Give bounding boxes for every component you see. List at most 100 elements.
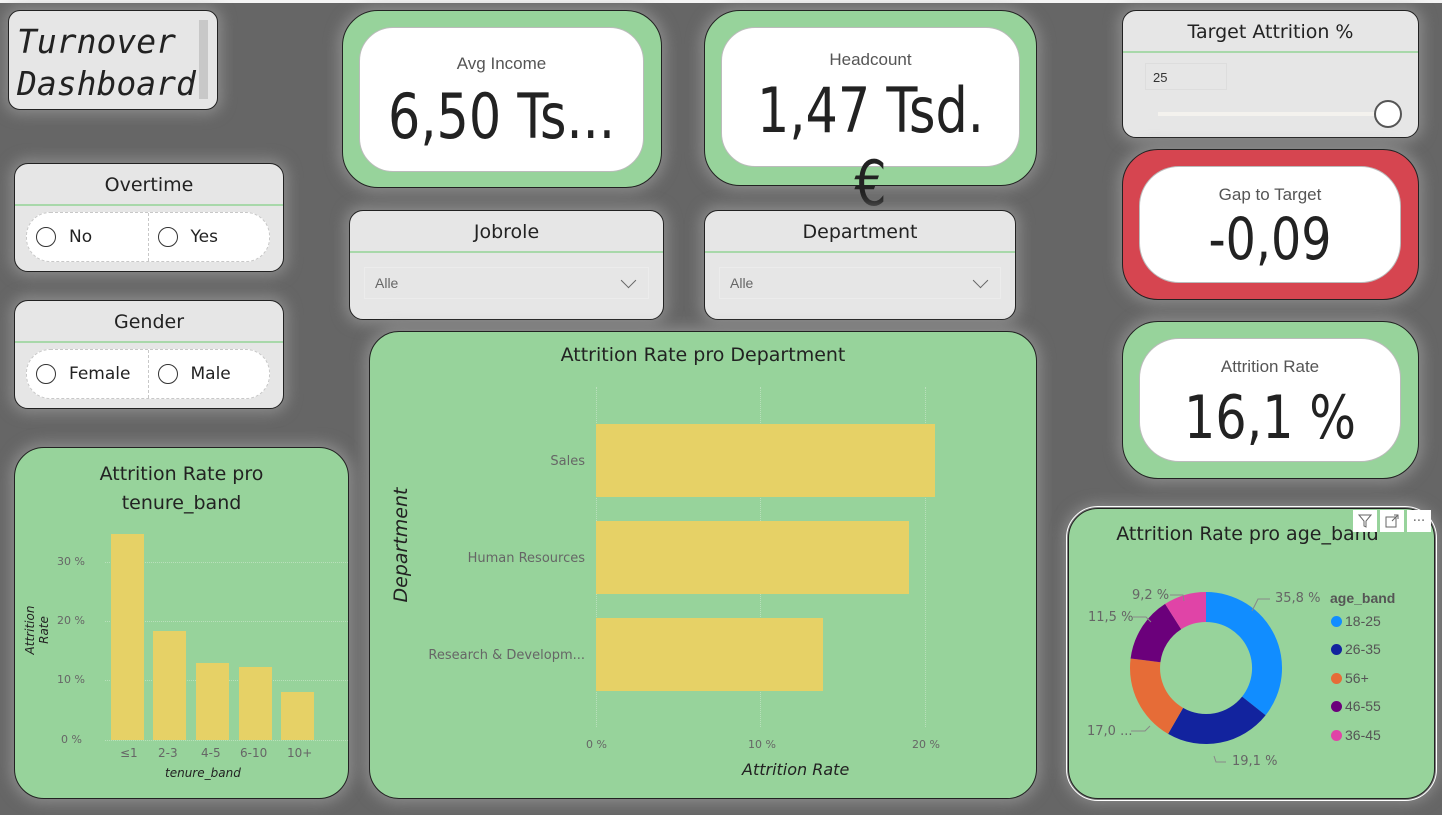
headcount-value: 1,47 Tsd.€ (757, 74, 984, 220)
slice-18-25 (1206, 592, 1283, 716)
y-tick: 10 % (57, 673, 85, 686)
slice-label: 9,2 % (1132, 588, 1170, 603)
donut-leader-lines (1131, 594, 1270, 763)
target-value-input[interactable]: 25 (1145, 63, 1227, 90)
tenure-chart-title: Attrition Rate pro tenure_band (99, 463, 264, 514)
y-tick: Human Resources (467, 551, 585, 566)
department-chart: Attrition Rate pro Department Sales Huma… (369, 331, 1037, 799)
gridline (105, 740, 348, 741)
x-tick: 20 % (912, 738, 940, 751)
jobrole-dropdown[interactable]: Alle (364, 267, 649, 299)
slider-handle[interactable] (1374, 100, 1402, 128)
slider-track[interactable] (1158, 112, 1390, 116)
headcount-card: Headcount 1,47 Tsd.€ (704, 10, 1037, 220)
overtime-title: Overtime (15, 164, 283, 206)
department-dropdown[interactable]: Alle (719, 267, 1001, 299)
visual-header: ··· (1353, 510, 1431, 532)
slice-26-35 (1168, 696, 1266, 745)
avg-income-card: Avg Income 6,50 Ts... (342, 10, 662, 188)
y-tick: 20 % (57, 614, 85, 627)
gender-option-male[interactable]: Male (147, 350, 270, 398)
gender-option-female[interactable]: Female (27, 350, 148, 398)
legend-item-26-35[interactable]: 26-35 (1331, 641, 1381, 657)
gap-to-target-label: Gap to Target (1218, 185, 1322, 204)
legend-dot-icon (1331, 729, 1342, 741)
slice-label: 11,5 % (1088, 610, 1134, 625)
slice-56plus (1130, 658, 1184, 734)
gender-options: Female Male (26, 349, 270, 399)
legend-dot-icon (1331, 615, 1342, 627)
y-axis-title: Department (390, 487, 412, 603)
overtime-options: No Yes (26, 212, 270, 262)
gap-to-target-card: Gap to Target -0,09 (1122, 149, 1419, 300)
chevron-down-icon (972, 272, 989, 288)
focus-mode-icon[interactable] (1380, 510, 1404, 532)
jobrole-selected: Alle (375, 275, 399, 291)
attrition-rate-card: Attrition Rate 16,1 % (1122, 321, 1419, 479)
donut-chart[interactable] (1129, 591, 1283, 745)
bar-dept-rd[interactable] (596, 618, 823, 691)
overtime-option-yes[interactable]: Yes (147, 213, 270, 261)
y-tick: Research & Developm... (428, 648, 585, 663)
target-attrition-title: Target Attrition % (1123, 11, 1418, 53)
x-tick: 4-5 (201, 746, 221, 760)
bar-tenure-10plus[interactable] (281, 692, 314, 740)
department-selected: Alle (730, 275, 754, 291)
radio-icon (157, 364, 178, 384)
radio-icon (36, 364, 56, 384)
bar-tenure-4-5[interactable] (196, 663, 229, 740)
avg-income-label: Avg Income (456, 54, 547, 73)
top-strip (0, 0, 1442, 3)
x-tick: 10 % (748, 738, 776, 751)
y-tick: 0 % (61, 733, 82, 746)
gridline (105, 562, 348, 563)
age-chart-title: Attrition Rate pro age_band (1116, 523, 1379, 545)
department-slicer: Department Alle (704, 210, 1016, 320)
x-tick: ≤1 (120, 746, 138, 760)
radio-icon (36, 227, 56, 247)
overtime-slicer: Overtime No Yes (14, 163, 284, 272)
department-title: Department (705, 211, 1015, 253)
bar-dept-hr[interactable] (596, 521, 909, 594)
gap-to-target-value: -0,09 (1208, 205, 1332, 273)
x-tick: 2-3 (158, 746, 178, 760)
gender-slicer: Gender Female Male (14, 300, 284, 409)
y-axis-title: Attrition Rate (23, 605, 51, 655)
tenure-band-chart: Attrition Rate pro tenure_band 30 % 20 %… (14, 447, 349, 799)
slice-label: 19,1 % (1232, 754, 1278, 769)
y-tick: Sales (550, 454, 585, 469)
slice-46-55 (1130, 603, 1182, 663)
overtime-option-no[interactable]: No (27, 213, 148, 261)
legend-dot-icon (1331, 643, 1342, 655)
chevron-down-icon (620, 272, 637, 288)
x-tick: 6-10 (240, 746, 268, 760)
department-chart-title: Attrition Rate pro Department (560, 344, 846, 366)
x-tick: 10+ (287, 746, 313, 760)
bar-tenure-le1[interactable] (111, 534, 144, 740)
slice-36-45 (1165, 592, 1206, 630)
x-tick: 0 % (586, 738, 607, 751)
slice-label: 17,0 ... (1087, 724, 1133, 739)
x-axis-title: tenure_band (165, 766, 241, 780)
legend-item-36-45[interactable]: 36-45 (1331, 727, 1381, 743)
legend-item-46-55[interactable]: 46-55 (1331, 698, 1381, 714)
jobrole-slicer: Jobrole Alle (349, 210, 664, 320)
slice-label: 35,8 % (1275, 591, 1321, 606)
legend-item-56plus[interactable]: 56+ (1331, 670, 1369, 686)
bar-tenure-6-10[interactable] (239, 667, 272, 740)
filter-icon[interactable] (1353, 510, 1377, 532)
more-options-icon[interactable]: ··· (1407, 510, 1431, 532)
target-attrition-slicer: Target Attrition % 25 (1122, 10, 1419, 138)
bar-tenure-2-3[interactable] (153, 631, 186, 740)
headcount-label: Headcount (829, 50, 912, 69)
avg-income-value: 6,50 Ts... (388, 80, 615, 153)
legend-dot-icon (1331, 672, 1342, 684)
legend-title: age_band (1330, 590, 1396, 606)
legend-item-18-25[interactable]: 18-25 (1331, 613, 1381, 629)
gridline (105, 621, 348, 622)
attrition-rate-value: 16,1 % (1184, 383, 1356, 453)
title-scrollbar[interactable] (199, 20, 208, 99)
y-tick: 30 % (57, 555, 85, 568)
gender-title: Gender (15, 301, 283, 343)
bar-dept-sales[interactable] (596, 424, 935, 497)
